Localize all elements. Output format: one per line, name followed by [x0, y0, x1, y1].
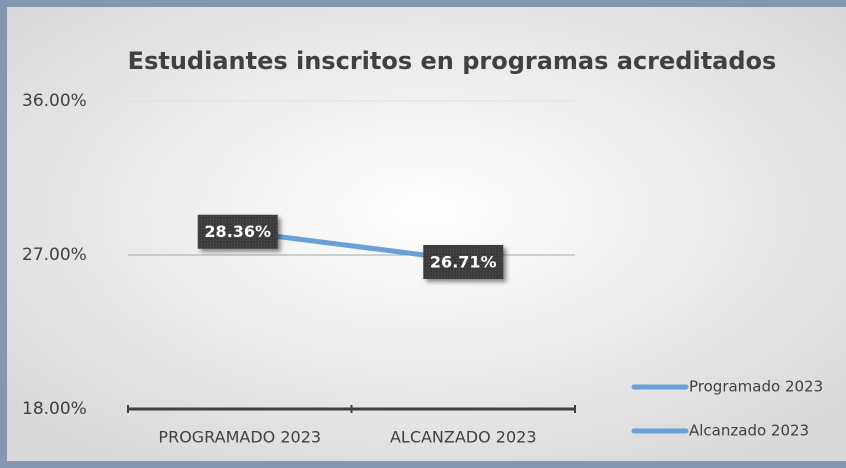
data-label-box	[197, 214, 278, 249]
chart-title: Estudiantes inscritos en programas acred…	[128, 47, 777, 75]
x-tick-label: ALCANZADO 2023	[390, 428, 537, 447]
data-label: 28.36%	[197, 214, 278, 249]
legend-label: Alcanzado 2023	[689, 422, 809, 440]
data-label-box	[423, 244, 504, 279]
data-label: 26.71%	[423, 244, 504, 279]
plot-background	[7, 7, 846, 461]
data-label-text: 26.71%	[430, 252, 497, 271]
legend-label: Programado 2023	[689, 378, 823, 396]
x-tick-label: PROGRAMADO 2023	[158, 428, 321, 447]
data-label-text: 28.36%	[204, 222, 271, 241]
y-tick-label: 27.00%	[22, 245, 87, 265]
y-tick-label: 36.00%	[22, 91, 87, 111]
y-tick-label: 18.00%	[22, 399, 87, 419]
